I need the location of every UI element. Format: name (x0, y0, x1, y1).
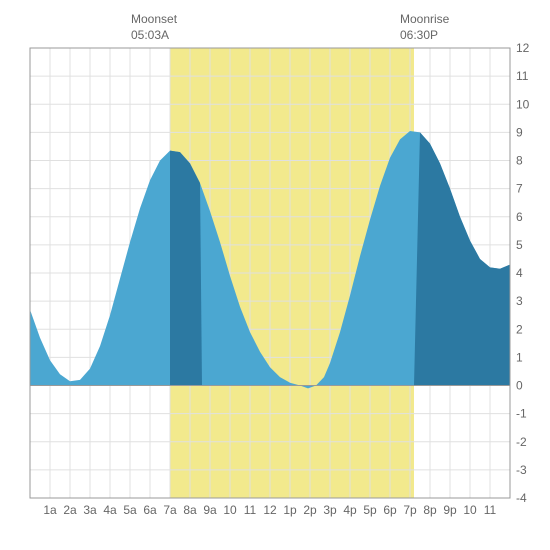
svg-text:5: 5 (516, 238, 523, 252)
moonset-title: Moonset (131, 12, 177, 26)
svg-text:0: 0 (516, 379, 523, 393)
svg-text:4a: 4a (103, 503, 117, 517)
svg-text:-2: -2 (516, 435, 527, 449)
tide-chart: Moonset 05:03A Moonrise 06:30P -4-3-2-10… (10, 10, 540, 540)
svg-text:3a: 3a (83, 503, 97, 517)
chart-svg: -4-3-2-101234567891011121a2a3a4a5a6a7a8a… (10, 10, 540, 540)
svg-text:11: 11 (484, 503, 497, 517)
svg-text:-1: -1 (516, 407, 527, 421)
svg-text:12: 12 (263, 503, 277, 517)
svg-text:11: 11 (244, 503, 257, 517)
svg-text:10: 10 (463, 503, 477, 517)
svg-text:2: 2 (516, 322, 523, 336)
svg-text:9p: 9p (443, 503, 457, 517)
svg-text:2p: 2p (303, 503, 317, 517)
svg-text:10: 10 (516, 97, 530, 111)
svg-text:9a: 9a (203, 503, 217, 517)
svg-text:-3: -3 (516, 463, 527, 477)
svg-text:8: 8 (516, 154, 523, 168)
moonrise-label: Moonrise 06:30P (400, 12, 449, 43)
svg-text:7p: 7p (403, 503, 417, 517)
svg-text:3p: 3p (323, 503, 337, 517)
svg-text:6: 6 (516, 210, 523, 224)
svg-text:1a: 1a (43, 503, 57, 517)
svg-text:12: 12 (516, 41, 530, 55)
svg-text:10: 10 (223, 503, 237, 517)
svg-text:5p: 5p (363, 503, 377, 517)
svg-text:4p: 4p (343, 503, 357, 517)
moonrise-title: Moonrise (400, 12, 449, 26)
svg-text:5a: 5a (123, 503, 137, 517)
svg-text:-4: -4 (516, 491, 527, 505)
svg-text:4: 4 (516, 266, 523, 280)
svg-text:7: 7 (516, 182, 523, 196)
svg-text:1p: 1p (283, 503, 297, 517)
svg-text:2a: 2a (63, 503, 77, 517)
svg-text:6a: 6a (143, 503, 157, 517)
svg-text:3: 3 (516, 294, 523, 308)
svg-text:9: 9 (516, 125, 523, 139)
svg-text:8p: 8p (423, 503, 437, 517)
svg-text:1: 1 (516, 350, 523, 364)
moonset-time: 05:03A (131, 28, 169, 42)
svg-text:8a: 8a (183, 503, 197, 517)
svg-text:6p: 6p (383, 503, 397, 517)
svg-text:11: 11 (516, 69, 529, 83)
svg-text:7a: 7a (163, 503, 177, 517)
moonrise-time: 06:30P (400, 28, 438, 42)
moonset-label: Moonset 05:03A (131, 12, 177, 43)
